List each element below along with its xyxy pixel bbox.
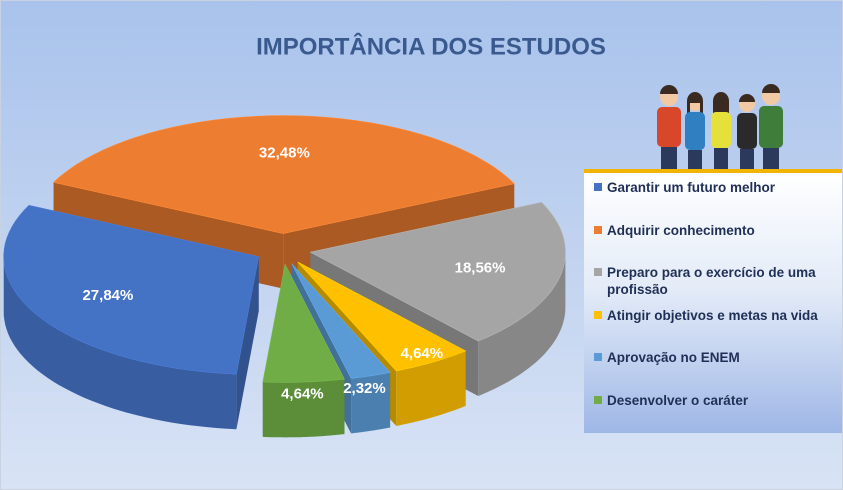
slice-top xyxy=(52,115,515,234)
slice xyxy=(262,263,345,438)
data-label: 18,56% xyxy=(455,260,506,277)
legend-label: Desenvolver o caráter xyxy=(607,392,749,408)
legend-item: Desenvolver o caráter xyxy=(594,392,836,435)
legend-item: Preparo para o exercício de uma profissã… xyxy=(594,264,836,307)
students-picture xyxy=(657,84,783,169)
data-label: 2,32% xyxy=(343,380,386,397)
legend-swatch xyxy=(594,395,602,404)
slice-wall xyxy=(351,372,391,434)
data-label: 4,64% xyxy=(281,386,324,403)
legend-item: Aprovação no ENEM xyxy=(594,349,836,392)
data-label: 32,48% xyxy=(259,144,310,161)
legend-swatch xyxy=(594,310,602,319)
legend-label: Atingir objetivos e metas na vida xyxy=(607,307,818,323)
slice-top xyxy=(291,263,391,379)
chart-title: IMPORTÂNCIA DOS ESTUDOS xyxy=(256,32,606,60)
legend: Garantir um futuro melhor Adquirir conhec… xyxy=(584,169,842,435)
legend-swatch xyxy=(594,268,602,276)
legend-label: Garantir um futuro melhor xyxy=(607,180,776,195)
legend-swatch xyxy=(594,183,602,191)
slice-top xyxy=(262,263,345,383)
slice-top xyxy=(309,201,566,342)
legend-item: Garantir um futuro melhor xyxy=(594,179,836,222)
slice-wall xyxy=(478,252,566,396)
slice-wall xyxy=(3,256,237,430)
data-label: 4,64% xyxy=(401,345,444,362)
legend-label: Aprovação no ENEM xyxy=(607,350,740,365)
slice xyxy=(3,204,260,430)
slice-top xyxy=(297,261,467,372)
legend-label: Preparo para o exercício de uma profissã… xyxy=(607,265,816,297)
legend-item: Adquirir conhecimento xyxy=(594,222,836,265)
slice-wall xyxy=(396,350,466,426)
slice-wall xyxy=(262,379,345,438)
legend-swatch xyxy=(594,225,602,234)
legend-item: Atingir objetivos e metas na vida xyxy=(594,307,836,350)
legend-label: Adquirir conhecimento xyxy=(607,222,755,238)
data-label: 27,84% xyxy=(82,287,133,304)
slice-top xyxy=(3,204,260,375)
legend-swatch xyxy=(594,353,602,361)
